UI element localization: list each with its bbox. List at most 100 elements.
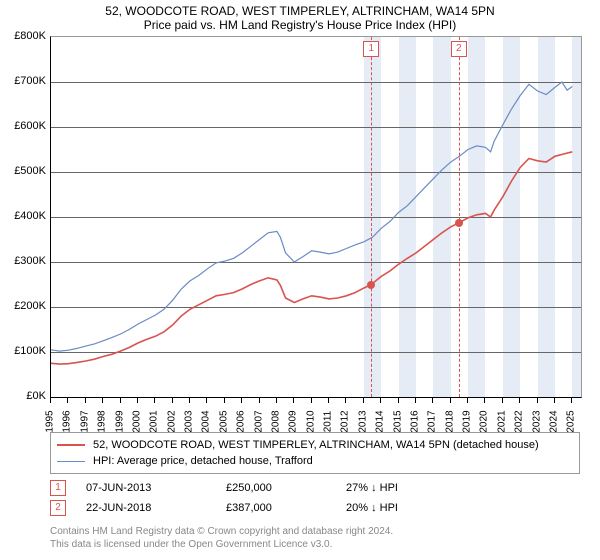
event-line [371,37,372,397]
sale-date: 07-JUN-2013 [86,482,206,494]
legend-swatch-1 [57,444,85,446]
y-tick-label: £500K [0,165,46,177]
y-tick-label: £400K [0,210,46,222]
x-tick [102,398,103,403]
footer-attribution: Contains HM Land Registry data © Crown c… [50,526,580,551]
x-tick-label: 2000 [131,410,142,432]
sale-date: 22-JUN-2018 [86,502,206,514]
chart-title-line1: 52, WOODCOTE ROAD, WEST TIMPERLEY, ALTRI… [0,0,600,18]
y-tick-label: £800K [0,30,46,42]
x-tick [328,398,329,403]
x-tick-label: 2014 [375,410,386,432]
line-chart-svg [51,37,581,397]
x-tick-label: 1996 [62,410,73,432]
x-tick [380,398,381,403]
sale-row: 107-JUN-2013£250,00027% ↓ HPI [50,478,580,498]
x-tick [189,398,190,403]
x-tick [502,398,503,403]
legend-box: 52, WOODCOTE ROAD, WEST TIMPERLEY, ALTRI… [50,432,580,474]
sale-marker [367,281,375,289]
sale-number-box: 1 [50,480,66,496]
sale-marker [455,219,463,227]
y-tick-label: £600K [0,120,46,132]
x-tick-label: 1999 [114,410,125,432]
sale-row: 222-JUN-2018£387,00020% ↓ HPI [50,498,580,518]
x-tick [154,398,155,403]
x-tick [398,398,399,403]
y-tick-label: £200K [0,300,46,312]
x-tick [172,398,173,403]
event-box: 2 [451,41,467,57]
series-line [51,82,572,351]
x-tick [432,398,433,403]
x-tick-label: 1998 [97,410,108,432]
x-tick [241,398,242,403]
x-tick [276,398,277,403]
footer-line2: This data is licensed under the Open Gov… [50,539,580,552]
x-tick [519,398,520,403]
x-tick [450,398,451,403]
x-tick-label: 2002 [166,410,177,432]
y-tick-label: £700K [0,75,46,87]
x-tick-label: 2025 [566,410,577,432]
x-tick-label: 2006 [236,410,247,432]
series-line [51,152,572,364]
sale-price: £387,000 [226,502,326,514]
x-tick-label: 2008 [270,410,281,432]
x-tick-label: 2013 [357,410,368,432]
legend-row-series1: 52, WOODCOTE ROAD, WEST TIMPERLEY, ALTRI… [57,437,573,453]
legend-row-series2: HPI: Average price, detached house, Traf… [57,453,573,469]
chart-container: £0K£100K£200K£300K£400K£500K£600K£700K£8… [0,36,600,424]
footer-line1: Contains HM Land Registry data © Crown c… [50,526,580,539]
sales-table: 107-JUN-2013£250,00027% ↓ HPI222-JUN-201… [50,478,580,518]
plot-area: 12 [50,36,582,398]
x-tick-label: 1997 [79,410,90,432]
x-tick [120,398,121,403]
x-tick-label: 2007 [253,410,264,432]
y-tick-label: £0K [0,390,46,402]
x-tick [484,398,485,403]
x-tick-label: 2016 [409,410,420,432]
x-tick-label: 2010 [305,410,316,432]
x-tick [311,398,312,403]
y-tick-label: £100K [0,345,46,357]
sale-vs-hpi: 20% ↓ HPI [346,502,466,514]
x-tick-label: 2003 [184,410,195,432]
x-tick [363,398,364,403]
y-tick-label: £300K [0,255,46,267]
x-tick-label: 2023 [531,410,542,432]
x-tick [206,398,207,403]
x-tick [537,398,538,403]
x-tick-label: 2005 [218,410,229,432]
event-box: 1 [363,41,379,57]
x-tick-label: 2015 [392,410,403,432]
x-tick-label: 2020 [479,410,490,432]
x-tick-label: 2017 [427,410,438,432]
x-tick [571,398,572,403]
chart-title-line2: Price paid vs. HM Land Registry's House … [0,18,600,34]
event-line [459,37,460,397]
legend-swatch-2 [57,461,85,462]
x-tick-label: 2022 [514,410,525,432]
x-tick [554,398,555,403]
x-tick-label: 2018 [444,410,455,432]
x-tick [67,398,68,403]
x-tick [224,398,225,403]
x-tick [259,398,260,403]
x-tick-label: 2009 [288,410,299,432]
legend-label-2: HPI: Average price, detached house, Traf… [93,455,313,467]
x-tick [293,398,294,403]
x-tick-label: 1995 [45,410,56,432]
x-tick-label: 2004 [201,410,212,432]
x-tick-label: 2012 [340,410,351,432]
x-axis-labels: 1995199619971998199920002001200220032004… [50,398,580,424]
x-tick [50,398,51,403]
x-tick-label: 2019 [462,410,473,432]
x-tick [415,398,416,403]
x-tick [85,398,86,403]
x-tick-label: 2021 [496,410,507,432]
sale-price: £250,000 [226,482,326,494]
x-tick-label: 2001 [149,410,160,432]
x-tick-label: 2024 [548,410,559,432]
x-tick [467,398,468,403]
